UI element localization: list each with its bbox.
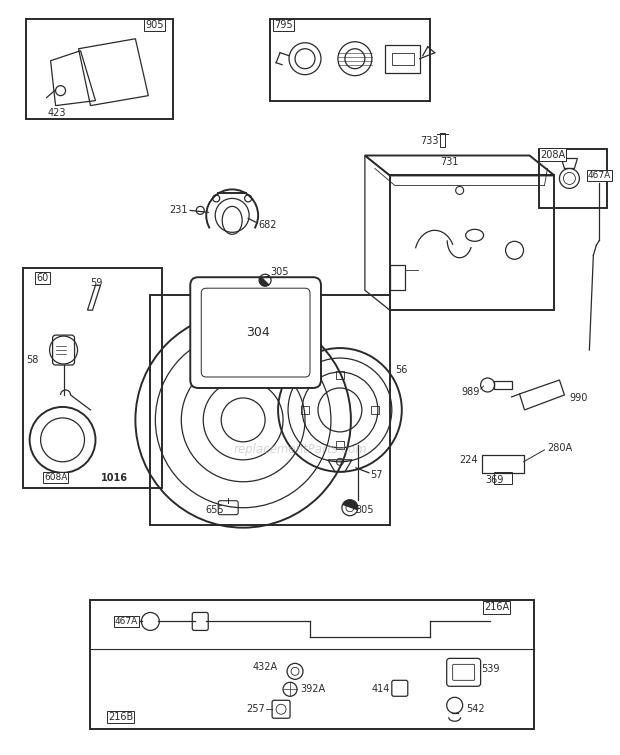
Bar xyxy=(494,472,512,484)
Text: 59: 59 xyxy=(91,278,103,288)
Text: 539: 539 xyxy=(482,664,500,674)
Bar xyxy=(23,268,162,488)
Text: 208A: 208A xyxy=(540,149,565,159)
Text: 216A: 216A xyxy=(484,602,509,612)
Text: 990: 990 xyxy=(569,393,588,403)
Bar xyxy=(25,19,174,119)
Bar xyxy=(91,599,534,729)
Bar xyxy=(151,295,390,525)
Bar xyxy=(371,406,379,414)
Text: 467A: 467A xyxy=(588,171,611,180)
FancyBboxPatch shape xyxy=(190,277,321,388)
Bar xyxy=(270,19,430,100)
Text: 216B: 216B xyxy=(108,712,133,723)
Text: 414: 414 xyxy=(371,684,390,695)
Text: 905: 905 xyxy=(145,20,164,29)
Text: 224: 224 xyxy=(459,455,477,465)
Text: 655: 655 xyxy=(205,504,224,515)
Bar xyxy=(301,406,309,414)
Bar xyxy=(539,149,608,208)
Text: 305: 305 xyxy=(355,504,373,515)
Text: 257: 257 xyxy=(246,704,265,714)
Text: 542: 542 xyxy=(467,704,485,714)
Bar xyxy=(440,133,445,146)
Text: 795: 795 xyxy=(274,20,293,29)
Bar xyxy=(390,175,554,310)
Text: 989: 989 xyxy=(461,387,480,397)
Text: 731: 731 xyxy=(440,158,459,168)
Bar xyxy=(385,45,420,72)
Bar xyxy=(494,381,512,389)
Bar xyxy=(482,455,523,473)
Bar xyxy=(336,441,344,448)
Text: 1016: 1016 xyxy=(100,473,128,482)
Wedge shape xyxy=(342,500,358,510)
Text: 423: 423 xyxy=(47,108,66,118)
Text: 58: 58 xyxy=(26,355,38,365)
Text: replacementParts.com: replacementParts.com xyxy=(233,443,367,456)
Text: 733: 733 xyxy=(420,136,438,146)
Text: 280A: 280A xyxy=(547,443,573,453)
Text: 60: 60 xyxy=(37,273,49,283)
Text: 231: 231 xyxy=(169,205,187,215)
Text: 392A: 392A xyxy=(300,684,325,695)
Text: 369: 369 xyxy=(485,475,504,485)
Text: 56: 56 xyxy=(395,365,407,375)
Wedge shape xyxy=(259,276,269,286)
Text: 682: 682 xyxy=(258,220,277,230)
Bar xyxy=(392,53,414,65)
Text: 608A: 608A xyxy=(44,473,67,482)
Text: 467A: 467A xyxy=(115,617,138,626)
Bar xyxy=(336,371,344,379)
Text: 304: 304 xyxy=(246,325,270,338)
Text: 57: 57 xyxy=(370,470,383,479)
Text: 305: 305 xyxy=(270,267,288,277)
Text: 432A: 432A xyxy=(253,662,278,673)
